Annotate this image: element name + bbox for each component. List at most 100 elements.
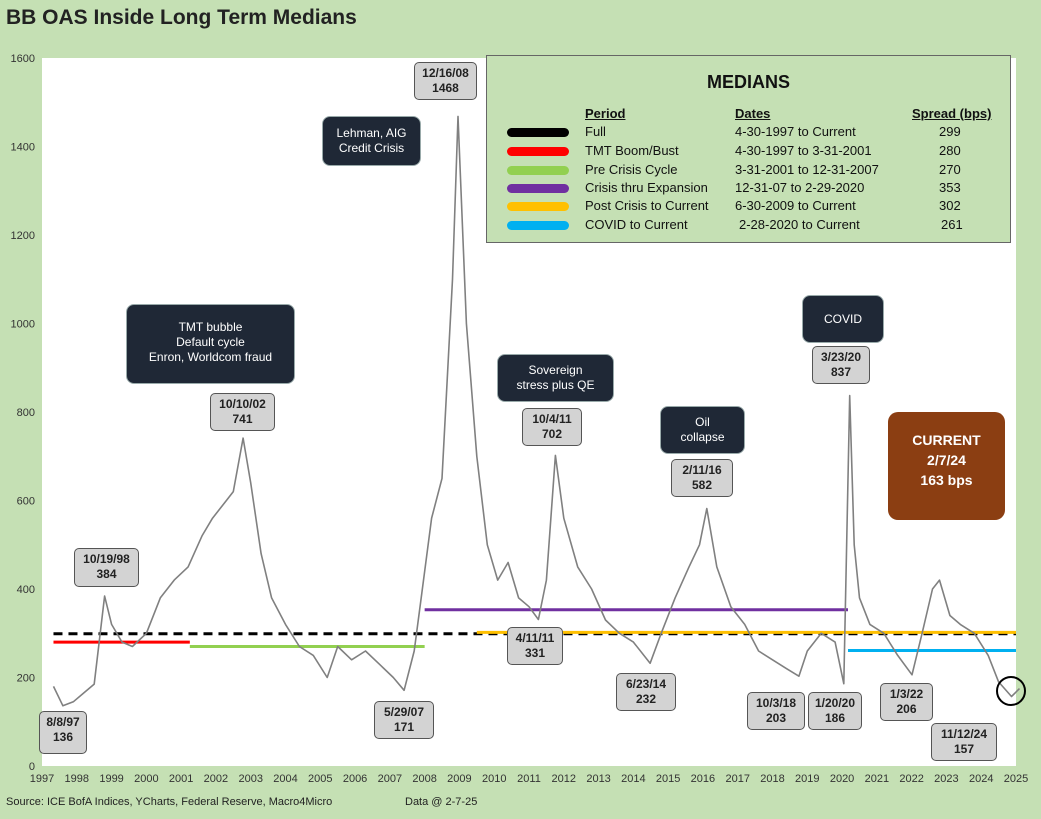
callout: 6/23/14 232 (616, 673, 676, 711)
callout-date: 10/4/11 (532, 412, 572, 426)
annotation-line: COVID (823, 312, 862, 326)
legend-dates: 4-30-1997 to 3-31-2001 (735, 143, 872, 158)
callout: 11/12/24 157 (931, 723, 997, 761)
legend-spread: 280 (939, 143, 961, 158)
x-tick-label: 2024 (969, 773, 993, 785)
callout: 10/3/18 203 (747, 692, 805, 730)
data-date-note: Data @ 2-7-25 (405, 796, 478, 808)
x-tick-label: 2020 (830, 773, 854, 785)
y-tick-label: 1000 (11, 319, 35, 331)
legend-header-dates: Dates (735, 106, 771, 121)
callout: 12/16/08 1468 (414, 62, 477, 100)
callout-value: 1468 (432, 81, 459, 95)
y-tick-label: 400 (17, 584, 35, 596)
annotation-line: Credit Crisis (338, 141, 405, 155)
legend-spread: 261 (941, 217, 963, 232)
legend-title: MEDIANS (706, 72, 790, 92)
legend-swatch (507, 184, 569, 193)
annotation-line: stress plus QE (516, 378, 595, 392)
x-tick-label: 2004 (273, 773, 297, 785)
callout-date: 2/11/16 (682, 463, 722, 477)
legend-period: Crisis thru Expansion (585, 180, 708, 195)
source-note: Source: ICE BofA Indices, YCharts, Feder… (6, 796, 333, 808)
x-tick-label: 2000 (134, 773, 158, 785)
annotation-line: Sovereign (528, 363, 583, 377)
x-tick-label: 2018 (760, 773, 784, 785)
legend-spread: 353 (939, 180, 961, 195)
callout-value: 157 (953, 742, 975, 756)
annotation-line: Default cycle (176, 335, 245, 349)
x-tick-label: 2025 (1004, 773, 1028, 785)
legend-row: COVID to Current 2-28-2020 to Current 26… (487, 217, 1010, 235)
callout-value: 186 (824, 711, 846, 725)
callout-value: 741 (232, 412, 253, 426)
legend-swatch (507, 202, 569, 211)
x-tick-label: 2013 (586, 773, 610, 785)
callout-value: 203 (765, 711, 787, 725)
legend-period: Post Crisis to Current (585, 198, 709, 213)
x-tick-label: 2007 (378, 773, 402, 785)
chart-title: BB OAS Inside Long Term Medians (6, 6, 357, 29)
callout-date: 3/23/20 (820, 350, 862, 364)
legend-row: Full 4-30-1997 to Current 299 (487, 124, 1010, 142)
legend-swatch (507, 221, 569, 230)
annotation-tmt: TMT bubble Default cycle Enron, Worldcom… (126, 304, 295, 384)
annotation-line: Enron, Worldcom fraud (148, 350, 273, 364)
annotation-line: Oil (695, 415, 710, 429)
legend-spread: 299 (939, 124, 961, 139)
annotation-sovereign: Sovereign stress plus QE (497, 354, 614, 402)
legend-period: Pre Crisis Cycle (585, 162, 678, 177)
legend-dates: 3-31-2001 to 12-31-2007 (735, 162, 879, 177)
annotation-oil: Oil collapse (660, 406, 745, 454)
x-tick-label: 1998 (65, 773, 89, 785)
annotation-covid: COVID (802, 295, 884, 343)
callout: 1/20/20 186 (808, 692, 862, 730)
callout: 2/11/16 582 (671, 459, 733, 497)
x-tick-label: 2001 (169, 773, 193, 785)
legend-dates: 4-30-1997 to Current (735, 124, 856, 139)
legend-header-spread: Spread (bps) (912, 106, 992, 121)
x-tick-label: 2022 (899, 773, 923, 785)
callout-value: 171 (393, 720, 415, 734)
callout-value: 206 (896, 702, 917, 716)
legend-swatch (507, 128, 569, 137)
annotation-current: CURRENT 2/7/24 163 bps (888, 412, 1005, 520)
x-tick-label: 2003 (238, 773, 262, 785)
callout-date: 8/8/97 (46, 715, 80, 729)
legend-row: Crisis thru Expansion 12-31-07 to 2-29-2… (487, 180, 1010, 198)
x-tick-label: 2009 (447, 773, 471, 785)
callout-value: 837 (830, 365, 852, 379)
medians-legend: MEDIANS Period Dates Spread (bps) Full 4… (486, 55, 1011, 243)
y-tick-label: 1600 (11, 53, 35, 65)
callout-date: 1/20/20 (814, 696, 856, 710)
callout: 10/19/98 384 (74, 548, 139, 587)
legend-row: Pre Crisis Cycle 3-31-2001 to 12-31-2007… (487, 162, 1010, 180)
y-tick-label: 1200 (11, 230, 35, 242)
callout-date: 10/19/98 (83, 552, 130, 566)
legend-header-period: Period (585, 106, 626, 121)
callout-value: 232 (635, 692, 657, 706)
callout: 1/3/22 206 (880, 683, 933, 721)
annotation-line: TMT bubble (178, 320, 243, 334)
legend-swatch (507, 166, 569, 175)
y-tick-label: 200 (17, 673, 35, 685)
callout-date: 11/12/24 (940, 727, 988, 741)
annotation-line: collapse (680, 430, 725, 444)
x-tick-label: 2015 (656, 773, 680, 785)
legend-period: COVID to Current (585, 217, 688, 232)
x-tick-label: 2010 (482, 773, 506, 785)
annotation-line: Lehman, AIG (336, 126, 407, 140)
legend-dates: 12-31-07 to 2-29-2020 (735, 180, 865, 195)
x-axis: 1997 1998 1999 2000 2001 2002 2003 2004 2005 2006… (30, 773, 1028, 785)
callout-date: 10/3/18 (755, 696, 797, 710)
x-tick-label: 2011 (517, 773, 541, 785)
callout-value: 331 (524, 646, 546, 660)
callout-date: 1/3/22 (889, 687, 924, 701)
legend-spread: 302 (939, 198, 961, 213)
x-tick-label: 2014 (621, 773, 645, 785)
callout-value: 136 (52, 730, 74, 744)
y-tick-label: 1400 (11, 142, 35, 154)
callout: 4/11/11 331 (507, 627, 563, 665)
x-tick-label: 2023 (934, 773, 958, 785)
callout: 10/10/02 741 (210, 393, 275, 431)
